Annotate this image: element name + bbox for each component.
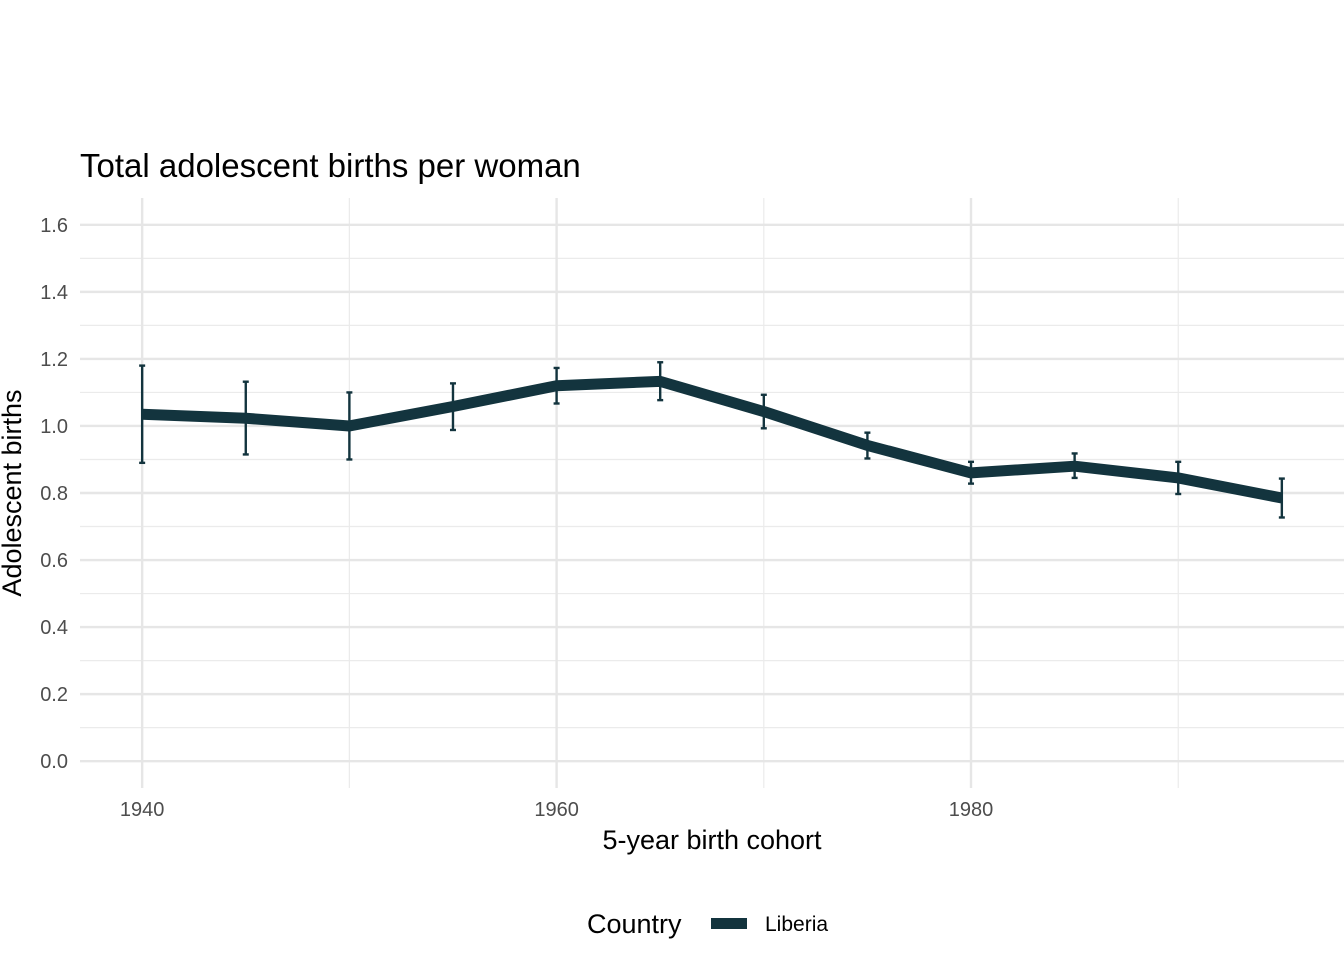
y-tick-label-7: 1.4 [40, 282, 68, 304]
y-tick-label-4: 0.8 [40, 483, 68, 505]
y-tick-label-8: 1.6 [40, 215, 68, 237]
series-line-liberia [141, 375, 1283, 504]
tick-layer: 0.0 0.2 0.4 0.6 0.8 1.0 1.2 1.4 1.6 1940 1960 1980 [40, 215, 993, 821]
y-tick-label-5: 1.0 [40, 416, 68, 438]
y-tick-label-6: 1.2 [40, 349, 68, 371]
legend-key-liberia [711, 918, 747, 929]
x-tick-label-2: 1980 [949, 799, 994, 821]
legend: Country Liberia [587, 909, 828, 939]
x-axis-title: 5-year birth cohort [602, 825, 822, 855]
line-layer [141, 375, 1283, 504]
x-tick-label-0: 1940 [120, 799, 165, 821]
grid-layer [80, 198, 1344, 788]
y-tick-label-0: 0.0 [40, 751, 68, 773]
y-tick-label-3: 0.6 [40, 550, 68, 572]
y-tick-label-2: 0.4 [40, 617, 68, 639]
legend-label-liberia: Liberia [765, 913, 828, 936]
legend-title: Country [587, 909, 682, 939]
y-tick-label-1: 0.2 [40, 684, 68, 706]
y-axis-title: Adolescent births [0, 389, 27, 596]
x-tick-label-1: 1960 [534, 799, 579, 821]
chart-title: Total adolescent births per woman [80, 147, 581, 184]
